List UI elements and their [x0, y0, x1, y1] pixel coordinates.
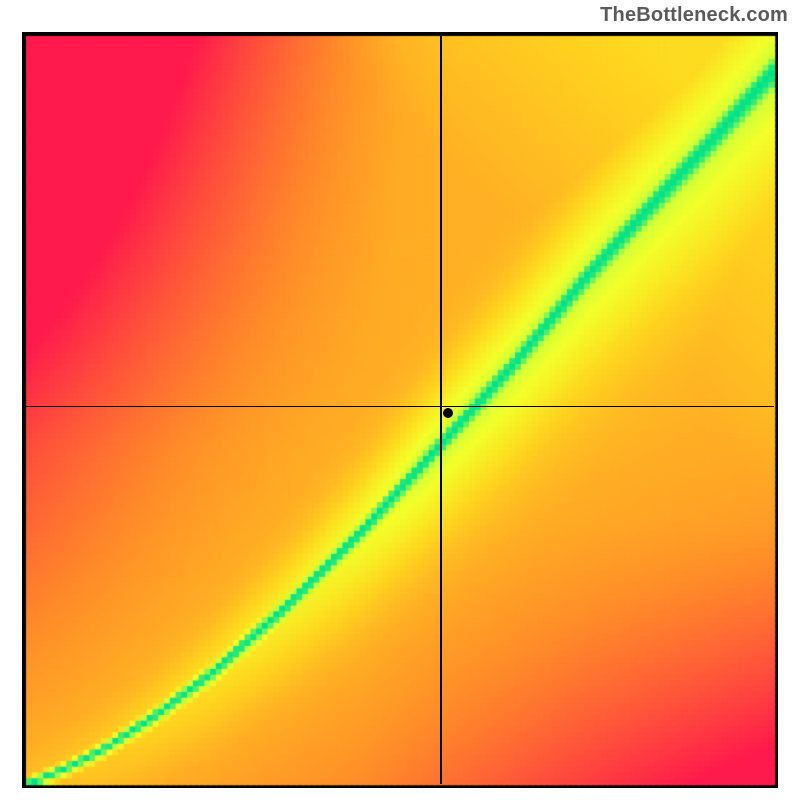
chart-container: TheBottleneck.com: [0, 0, 800, 800]
heatmap-canvas: [22, 32, 778, 788]
crosshair-horizontal: [26, 406, 774, 408]
plot-area: [22, 32, 778, 788]
crosshair-vertical: [440, 36, 442, 784]
marker-dot: [443, 408, 453, 418]
watermark-label: TheBottleneck.com: [600, 4, 788, 27]
